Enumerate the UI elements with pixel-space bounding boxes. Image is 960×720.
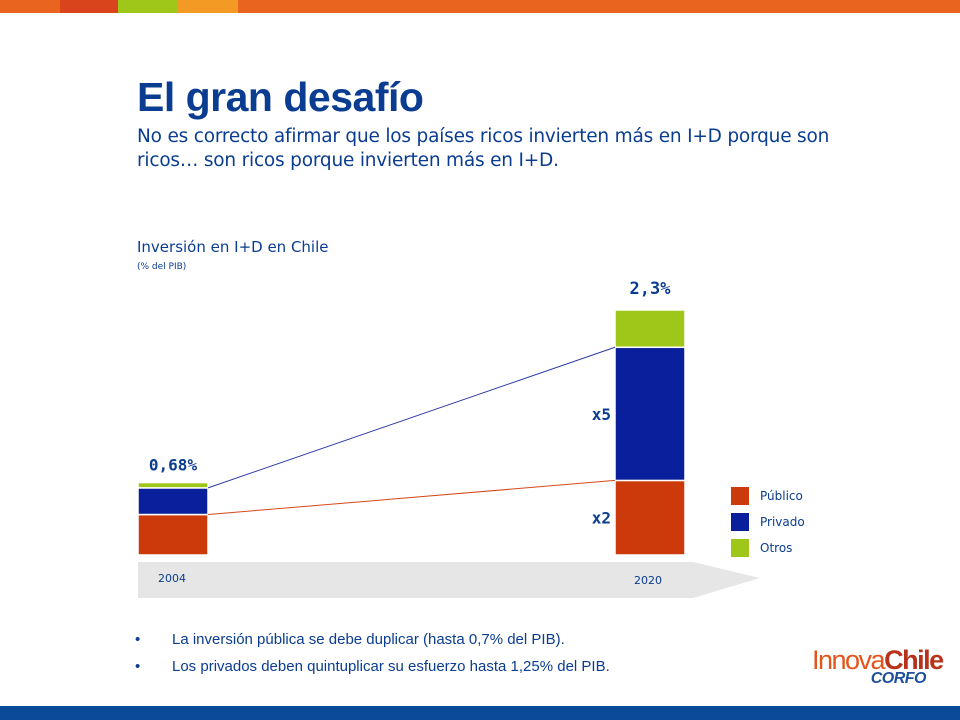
legend-swatch bbox=[731, 539, 749, 557]
bottom-bar bbox=[0, 706, 960, 720]
stripe-segment bbox=[178, 0, 238, 13]
timeline-arrow bbox=[138, 562, 760, 598]
top-color-stripe bbox=[0, 0, 960, 13]
multiplier-annotation: x5 bbox=[592, 405, 611, 424]
bar-segment bbox=[137, 481, 209, 489]
stripe-segment bbox=[0, 0, 60, 13]
bar-segment bbox=[137, 513, 209, 556]
stripe-segment bbox=[118, 0, 178, 13]
total-label: 2,3% bbox=[630, 279, 672, 299]
bullet-item: Los privados deben quintuplicar su esfue… bbox=[135, 657, 610, 684]
legend-swatch bbox=[731, 487, 749, 505]
logo-text-bold: Chile bbox=[884, 645, 944, 675]
growth-line-privado bbox=[207, 346, 616, 489]
bullet-list: La inversión pública se debe duplicar (h… bbox=[135, 630, 610, 684]
x-tick-label: 2004 bbox=[158, 572, 186, 585]
multiplier-annotation: x2 bbox=[592, 509, 611, 528]
bar-segment bbox=[137, 487, 209, 516]
bar-segment bbox=[614, 309, 686, 349]
logo-wordmark: InnovaChile bbox=[812, 645, 944, 675]
logo-text-regular: Innova bbox=[812, 645, 886, 675]
bar-segment bbox=[614, 346, 686, 482]
chart-title: Inversión en I+D en Chile bbox=[137, 238, 329, 256]
bar-segment bbox=[614, 479, 686, 556]
page-subtitle: No es correcto afirmar que los países ri… bbox=[137, 126, 830, 171]
innovachile-corfo-logo: InnovaChile CORFO bbox=[812, 645, 944, 692]
legend-swatch bbox=[731, 513, 749, 531]
x-tick-label: 2020 bbox=[634, 574, 662, 587]
bullet-item: La inversión pública se debe duplicar (h… bbox=[135, 630, 610, 657]
logo-subtext: CORFO bbox=[870, 670, 927, 687]
legend-label: Otros bbox=[760, 541, 792, 555]
legend-label: Privado bbox=[760, 515, 805, 529]
legend-label: Público bbox=[760, 489, 803, 503]
chart-unit-label: (% del PIB) bbox=[137, 262, 187, 272]
growth-line-publico bbox=[207, 479, 616, 516]
stripe-segment bbox=[238, 0, 960, 13]
total-label: 0,68% bbox=[149, 456, 198, 475]
stripe-segment bbox=[60, 0, 118, 13]
page-title: El gran desafío bbox=[137, 74, 424, 120]
